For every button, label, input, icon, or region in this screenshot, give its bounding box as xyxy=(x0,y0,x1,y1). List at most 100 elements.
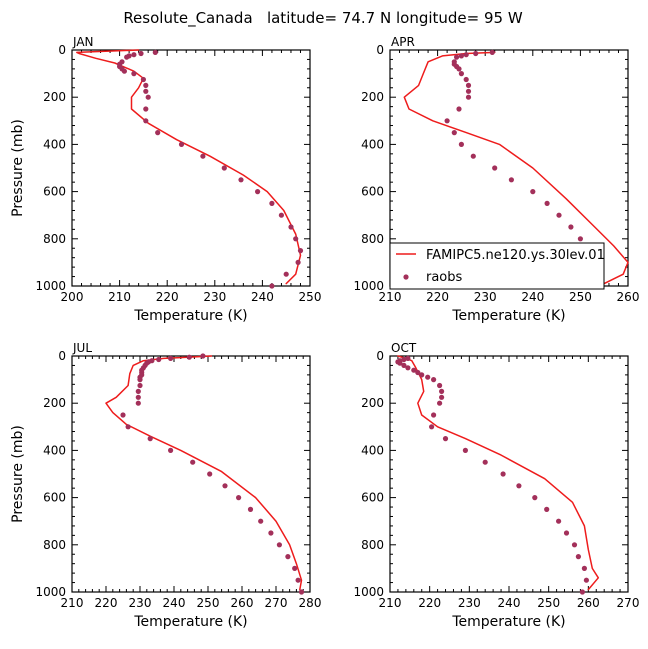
jul-raobs-point xyxy=(135,400,141,406)
jan-raobs-point xyxy=(293,236,299,242)
jul-xtick-label: 270 xyxy=(265,596,288,610)
jul-raobs-point xyxy=(276,542,282,548)
jul-raobs-point xyxy=(236,495,242,501)
jan-panel-title: JAN xyxy=(72,35,94,49)
jul-xtick-label: 260 xyxy=(231,596,254,610)
legend: FAMIPC5.ne120.ys.30lev.01 raobs xyxy=(389,242,605,290)
jan-raobs-point xyxy=(255,189,261,195)
oct-ytick-label: 800 xyxy=(361,538,384,552)
oct-raobs-point xyxy=(431,377,437,383)
jan-xtick-label: 240 xyxy=(251,290,274,304)
oct-raobs-point xyxy=(500,471,506,477)
oct-x-axis-label: Temperature (K) xyxy=(451,614,565,630)
panels: 200 210 220 230 240 250 0 200 400 600 800 1000 JAN Te… xyxy=(10,35,639,630)
oct-raobs-point xyxy=(439,394,445,400)
jul-raobs-point xyxy=(135,394,141,400)
oct-ytick-label: 200 xyxy=(361,396,384,410)
jan-raobs-point xyxy=(138,50,144,57)
jul-xtick-label: 250 xyxy=(197,596,220,610)
oct-raobs-point xyxy=(532,495,538,501)
oct-raobs-point xyxy=(579,589,586,595)
apr-xtick-label: 230 xyxy=(474,290,497,304)
jul-raobs-point xyxy=(292,565,298,572)
jan-raobs-point xyxy=(143,106,149,112)
oct-raobs-point xyxy=(429,424,435,430)
jul-raobs-point xyxy=(137,377,143,383)
legend-obs-label: raobs xyxy=(426,270,463,285)
apr-raobs-point xyxy=(577,236,584,242)
jul-raobs-point xyxy=(222,483,228,489)
apr-raobs-point xyxy=(444,118,450,124)
jul-raobs-point xyxy=(168,447,174,453)
jul-raobs-point xyxy=(247,506,254,512)
jul-xtick-label: 210 xyxy=(61,596,84,610)
apr-ytick-label: 200 xyxy=(361,90,384,104)
jan-raobs-point xyxy=(131,71,137,77)
apr-raobs-point xyxy=(470,153,476,159)
jul-ytick-label: 0 xyxy=(58,349,66,363)
apr-panel-title: APR xyxy=(391,35,415,49)
jul-raobs-point xyxy=(120,412,126,418)
oct-raobs-point xyxy=(563,530,570,536)
jul-ytick-label: 400 xyxy=(43,443,66,457)
jan-x-axis-label: Temperature (K) xyxy=(133,308,247,324)
oct-plot-frame xyxy=(389,355,629,593)
oct-model-line xyxy=(397,355,600,591)
jan-raobs-point xyxy=(288,224,294,230)
apr-ytick-label: 400 xyxy=(361,137,384,151)
jan-ytick-label: 200 xyxy=(43,90,66,104)
oct-xtick-label: 210 xyxy=(379,596,402,610)
oct-raobs-point xyxy=(425,374,431,380)
apr-x-axis-label: Temperature (K) xyxy=(451,308,565,324)
apr-raobs-point xyxy=(458,141,464,147)
oct-raobs-point xyxy=(439,388,445,394)
jan-ytick-label: 800 xyxy=(43,232,66,246)
jul-raobs-point xyxy=(190,459,196,465)
oct-raobs-point xyxy=(442,436,449,442)
oct-xtick-label: 220 xyxy=(418,596,441,610)
legend-obs-marker xyxy=(403,274,409,280)
oct-ytick-label: 400 xyxy=(361,443,384,457)
jan-xtick-label: 220 xyxy=(156,290,179,304)
oct-raobs-point xyxy=(405,365,411,371)
legend-model-label: FAMIPC5.ne120.ys.30lev.01 xyxy=(426,248,605,263)
jul-panel-title: JUL xyxy=(72,341,92,355)
jul-xtick-label: 220 xyxy=(95,596,118,610)
jan-ytick-label: 600 xyxy=(43,185,66,199)
oct-panel-title: OCT xyxy=(391,341,417,355)
jul-xtick-label: 280 xyxy=(299,596,322,610)
jan-raobs-point xyxy=(283,271,289,277)
apr-xtick-label: 260 xyxy=(617,290,640,304)
oct-raobs-point xyxy=(581,565,588,572)
jul-ytick-label: 1000 xyxy=(35,585,66,599)
apr-raobs-point xyxy=(568,224,574,230)
oct-raobs-point xyxy=(571,542,578,548)
jul-raobs-point xyxy=(168,355,174,361)
oct-raobs-point xyxy=(437,400,443,406)
oct-raobs-point xyxy=(516,483,522,489)
apr-raobs-point xyxy=(458,53,464,59)
oct-raobs-point xyxy=(401,356,407,363)
oct-raobs-point xyxy=(431,412,437,418)
apr-raobs-point xyxy=(492,165,498,171)
apr-ytick-label: 1000 xyxy=(353,279,384,293)
apr-raobs-point xyxy=(530,189,536,195)
oct-ytick-label: 0 xyxy=(376,349,384,363)
oct-raobs-point xyxy=(583,577,590,583)
jan-raobs-point xyxy=(124,54,130,60)
apr-raobs-point xyxy=(465,82,472,88)
jan-ytick-label: 1000 xyxy=(35,279,66,293)
oct-xtick-label: 230 xyxy=(458,596,481,610)
jan-raobs-point xyxy=(238,177,244,183)
jan-xtick-label: 210 xyxy=(108,290,131,304)
jan-xtick-label: 200 xyxy=(61,290,84,304)
jan-raobs-point xyxy=(178,141,185,147)
jan-raobs-point xyxy=(131,52,137,58)
panel-oct: 210 220 230 240 250 260 270 0 200 400 600 800 1000 OC… xyxy=(353,341,639,630)
jul-plot-frame xyxy=(71,355,311,593)
apr-raobs-point xyxy=(544,200,550,206)
jul-raobs-point xyxy=(285,554,291,560)
oct-ytick-label: 600 xyxy=(361,491,384,505)
oct-xtick-label: 270 xyxy=(617,596,640,610)
jan-raobs-point xyxy=(278,212,284,218)
